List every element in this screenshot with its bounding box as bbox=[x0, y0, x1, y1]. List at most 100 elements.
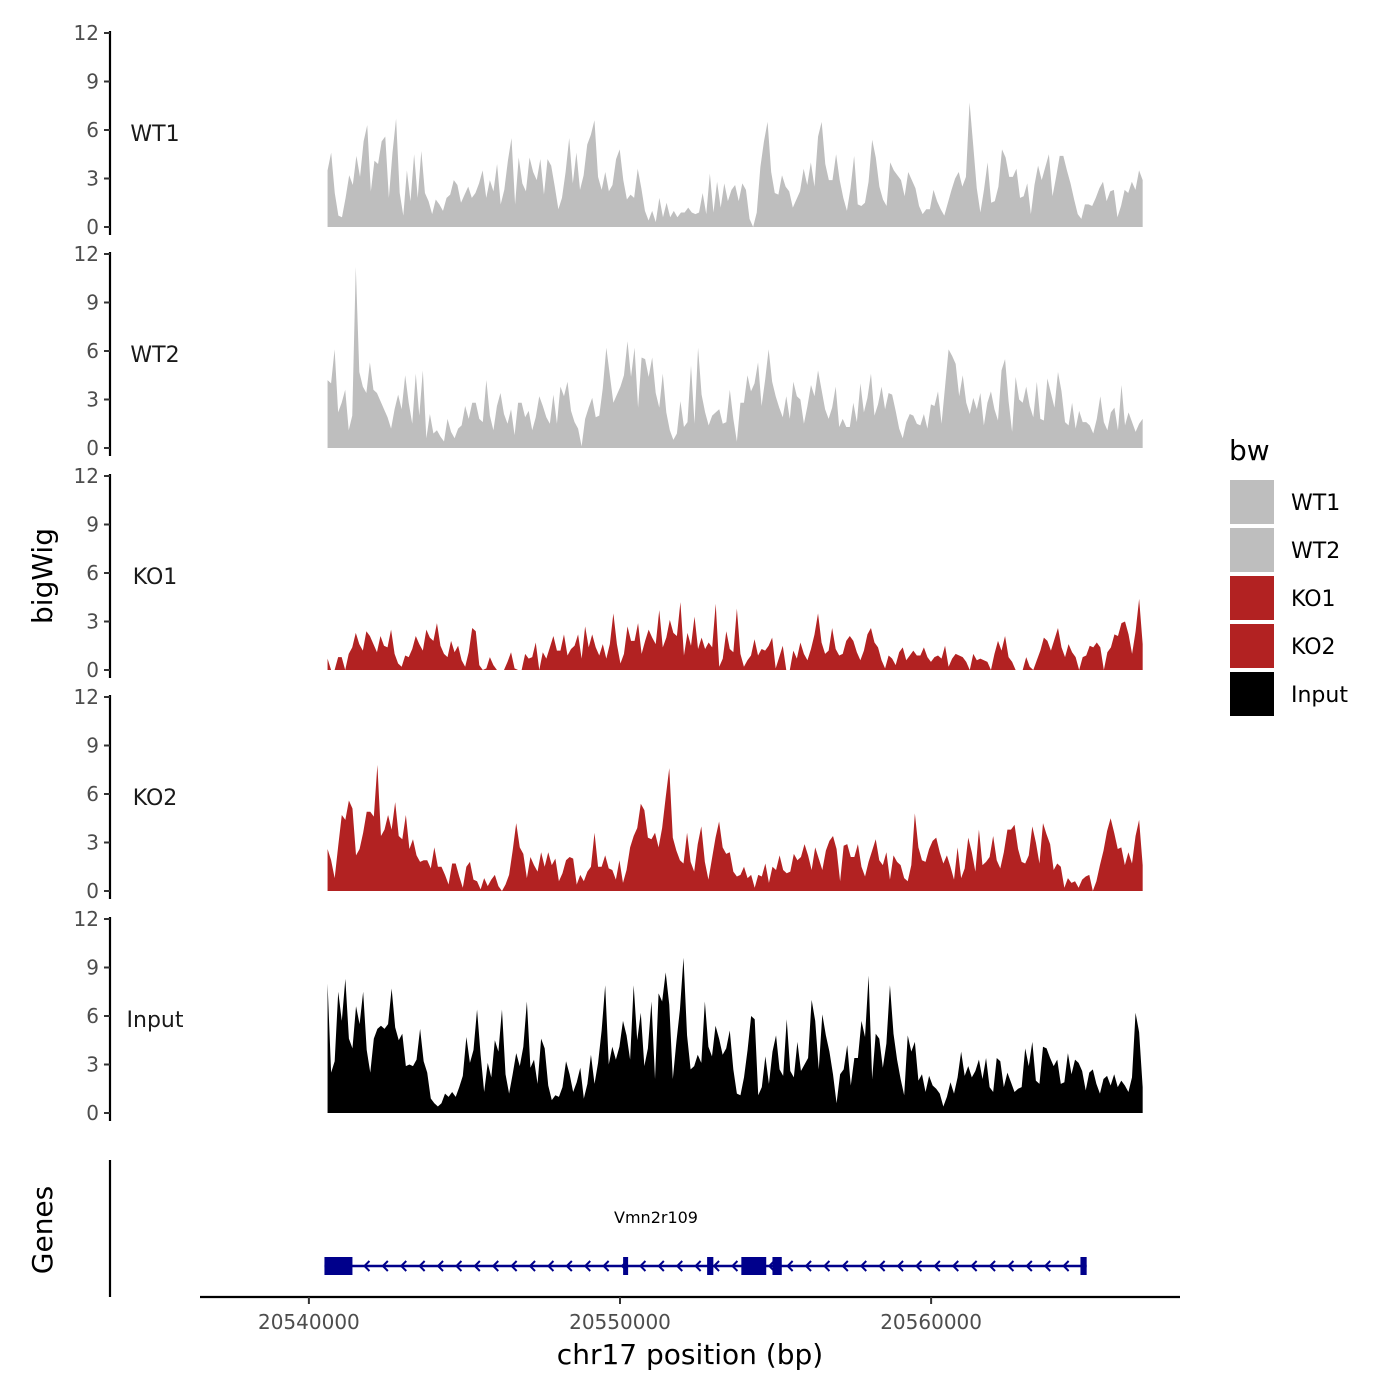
strand-arrow bbox=[731, 1260, 739, 1272]
y-tick-label: 12 bbox=[74, 907, 99, 931]
legend-key-wt1 bbox=[1230, 480, 1274, 524]
y-tick-label: 3 bbox=[86, 831, 99, 855]
strand-arrow bbox=[491, 1260, 499, 1272]
track-label: WT2 bbox=[130, 343, 179, 368]
strand-arrow bbox=[970, 1260, 978, 1272]
y-tick-label: 6 bbox=[86, 1004, 99, 1028]
strand-arrow bbox=[639, 1260, 647, 1272]
strand-arrow bbox=[675, 1260, 683, 1272]
strand-arrow bbox=[436, 1260, 444, 1272]
y-tick-label: 6 bbox=[86, 118, 99, 142]
gene-exon bbox=[623, 1257, 629, 1275]
area-ko1 bbox=[327, 598, 1143, 670]
legend-key-ko1 bbox=[1230, 576, 1274, 620]
legend-label: KO2 bbox=[1291, 635, 1336, 660]
area-input bbox=[327, 957, 1143, 1113]
y-tick-label: 3 bbox=[86, 610, 99, 634]
strand-arrow bbox=[455, 1260, 463, 1272]
track-label: KO2 bbox=[133, 786, 178, 811]
genes-axis-title: Genes bbox=[26, 1186, 59, 1274]
strand-arrow bbox=[896, 1260, 904, 1272]
gene-label: Vmn2r109 bbox=[614, 1208, 698, 1227]
strand-arrow bbox=[565, 1260, 573, 1272]
bigwig-tracks: 0 3 6 9 12 WT1 0 3 6 9 12 WT2 0 3 6 9 12 KO1 0 3 6 9 12 KO2 0 3 6 9… bbox=[74, 21, 1143, 1125]
y-tick-label: 0 bbox=[86, 879, 99, 903]
legend-title: bw bbox=[1229, 434, 1270, 467]
legend-label: WT2 bbox=[1291, 539, 1340, 564]
y-tick-label: 9 bbox=[86, 291, 99, 315]
y-tick-label: 0 bbox=[86, 436, 99, 460]
x-axis-title: chr17 position (bp) bbox=[557, 1338, 823, 1371]
y-tick-label: 6 bbox=[86, 782, 99, 806]
y-tick-label: 0 bbox=[86, 658, 99, 682]
legend-key-wt2 bbox=[1230, 528, 1274, 572]
strand-arrow bbox=[1043, 1260, 1051, 1272]
legend-label: WT1 bbox=[1291, 491, 1340, 516]
gene-exon bbox=[707, 1257, 714, 1275]
x-axis: 20540000 20550000 20560000 bbox=[200, 1295, 1180, 1334]
strand-arrow bbox=[841, 1260, 849, 1272]
genes-panel: Vmn2r109 bbox=[108, 1160, 1087, 1297]
area-wt1 bbox=[327, 102, 1143, 227]
legend-label: KO1 bbox=[1291, 587, 1336, 612]
track-label: KO1 bbox=[133, 565, 178, 590]
strand-arrow bbox=[528, 1260, 536, 1272]
y-tick-label: 9 bbox=[86, 734, 99, 758]
y-tick-label: 0 bbox=[86, 215, 99, 239]
y-tick-label: 3 bbox=[86, 167, 99, 191]
y-tick-label: 6 bbox=[86, 561, 99, 585]
y-tick-label: 12 bbox=[74, 242, 99, 266]
y-tick-label: 12 bbox=[74, 464, 99, 488]
strand-arrow bbox=[988, 1260, 996, 1272]
y-tick-label: 12 bbox=[74, 685, 99, 709]
strand-arrow bbox=[878, 1260, 886, 1272]
x-tick-label: 20560000 bbox=[880, 1310, 982, 1334]
legend-key-ko2 bbox=[1230, 624, 1274, 668]
y-tick-label: 9 bbox=[86, 70, 99, 94]
y-tick-label: 9 bbox=[86, 956, 99, 980]
legend: bw WT1 WT2 KO1 KO2 Input bbox=[1229, 434, 1348, 716]
strand-arrow bbox=[933, 1260, 941, 1272]
strand-arrow bbox=[951, 1260, 959, 1272]
strand-arrow bbox=[804, 1260, 812, 1272]
strand-arrow bbox=[712, 1260, 720, 1272]
gene-exon bbox=[1080, 1257, 1087, 1275]
strand-arrow bbox=[1025, 1260, 1033, 1272]
strand-arrow bbox=[1007, 1260, 1015, 1272]
y-tick-label: 6 bbox=[86, 339, 99, 363]
strand-arrow bbox=[823, 1260, 831, 1272]
strand-arrow bbox=[418, 1260, 426, 1272]
track-wt2: 0 3 6 9 12 WT2 bbox=[74, 242, 1143, 460]
track-label: Input bbox=[127, 1008, 184, 1033]
strand-arrow bbox=[859, 1260, 867, 1272]
gene-exon bbox=[741, 1257, 767, 1275]
strand-arrow bbox=[473, 1260, 481, 1272]
strand-arrow bbox=[915, 1260, 923, 1272]
strand-arrow bbox=[694, 1260, 702, 1272]
strand-arrow bbox=[510, 1260, 518, 1272]
strand-arrow bbox=[399, 1260, 407, 1272]
y-tick-label: 9 bbox=[86, 513, 99, 537]
area-ko2 bbox=[327, 764, 1143, 891]
track-input: 0 3 6 9 12 Input bbox=[74, 907, 1143, 1125]
gene-exon bbox=[772, 1257, 782, 1275]
strand-arrow bbox=[381, 1260, 389, 1272]
legend-label: Input bbox=[1291, 683, 1348, 708]
strand-arrow bbox=[602, 1260, 610, 1272]
y-tick-label: 12 bbox=[74, 21, 99, 45]
strand-arrow bbox=[547, 1260, 555, 1272]
track-ko1: 0 3 6 9 12 KO1 bbox=[74, 464, 1143, 682]
y-tick-label: 0 bbox=[86, 1101, 99, 1125]
x-tick-label: 20540000 bbox=[258, 1310, 360, 1334]
strand-arrow bbox=[363, 1260, 371, 1272]
gene-exon bbox=[324, 1257, 353, 1275]
strand-arrow bbox=[657, 1260, 665, 1272]
track-label: WT1 bbox=[130, 122, 179, 147]
strand-arrow bbox=[583, 1260, 591, 1272]
area-wt2 bbox=[327, 266, 1143, 448]
legend-key-input bbox=[1230, 672, 1274, 716]
track-ko2: 0 3 6 9 12 KO2 bbox=[74, 685, 1143, 903]
y-axis-title: bigWig bbox=[26, 528, 59, 624]
x-tick-label: 20550000 bbox=[569, 1310, 671, 1334]
